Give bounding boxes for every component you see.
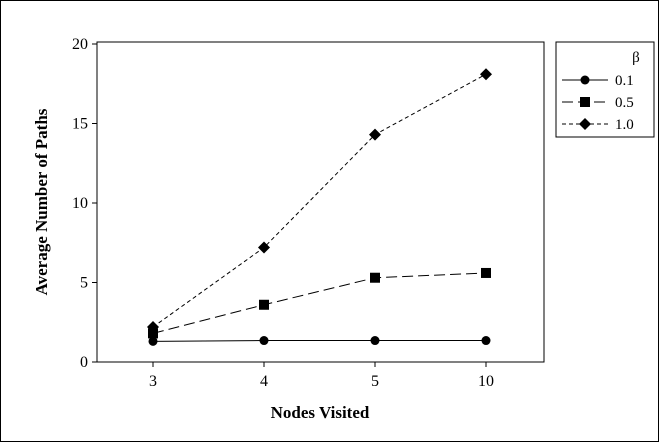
data-point bbox=[480, 68, 492, 81]
y-tick-label: 5 bbox=[80, 275, 88, 292]
legend-marker bbox=[579, 118, 591, 130]
legend-marker bbox=[580, 75, 590, 85]
data-point bbox=[370, 272, 380, 283]
legend-label: 1.0 bbox=[615, 117, 634, 133]
legend-items: 0.1 0.5 1.0 bbox=[562, 73, 634, 133]
x-tick-label: 4 bbox=[260, 373, 268, 390]
series-1.0 bbox=[147, 68, 492, 334]
legend-label: 0.1 bbox=[615, 73, 634, 89]
x-tick-label: 5 bbox=[371, 373, 379, 390]
y-tick-label: 10 bbox=[72, 195, 88, 212]
series-layer bbox=[147, 68, 492, 346]
data-point bbox=[370, 336, 380, 346]
data-point bbox=[481, 267, 491, 278]
legend-item: 1.0 bbox=[562, 117, 634, 133]
series-line bbox=[152, 340, 486, 342]
series-line bbox=[152, 73, 487, 328]
y-tick-label: 15 bbox=[72, 116, 88, 133]
y-axis: 0 5 10 15 20 bbox=[72, 36, 97, 371]
series-line bbox=[152, 272, 487, 334]
legend-item: 0.1 bbox=[562, 73, 634, 89]
data-point bbox=[148, 336, 158, 346]
series-0.5 bbox=[148, 267, 491, 339]
data-point bbox=[481, 336, 491, 346]
y-tick-label: 0 bbox=[80, 354, 88, 371]
legend-marker bbox=[580, 97, 590, 107]
plot-area bbox=[96, 41, 545, 363]
series-0.1 bbox=[148, 336, 491, 346]
legend-box bbox=[555, 41, 655, 138]
data-point bbox=[148, 328, 158, 339]
y-tick-label: 20 bbox=[72, 36, 88, 53]
legend: β 0.1 0.5 1.0 bbox=[555, 41, 655, 138]
legend-title: β bbox=[632, 50, 640, 66]
legend-item: 0.5 bbox=[562, 95, 634, 111]
x-axis-label: Nodes Visited bbox=[271, 403, 370, 422]
x-tick-label: 10 bbox=[478, 373, 494, 390]
x-tick-label: 3 bbox=[149, 373, 157, 390]
data-point bbox=[147, 321, 159, 334]
data-point bbox=[259, 299, 269, 310]
y-axis-label: Average Number of Paths bbox=[32, 108, 51, 295]
data-point bbox=[258, 241, 270, 254]
legend-label: 0.5 bbox=[615, 95, 634, 111]
x-axis: 3 4 5 10 bbox=[149, 362, 494, 390]
data-point bbox=[259, 336, 269, 346]
data-point bbox=[369, 128, 381, 141]
